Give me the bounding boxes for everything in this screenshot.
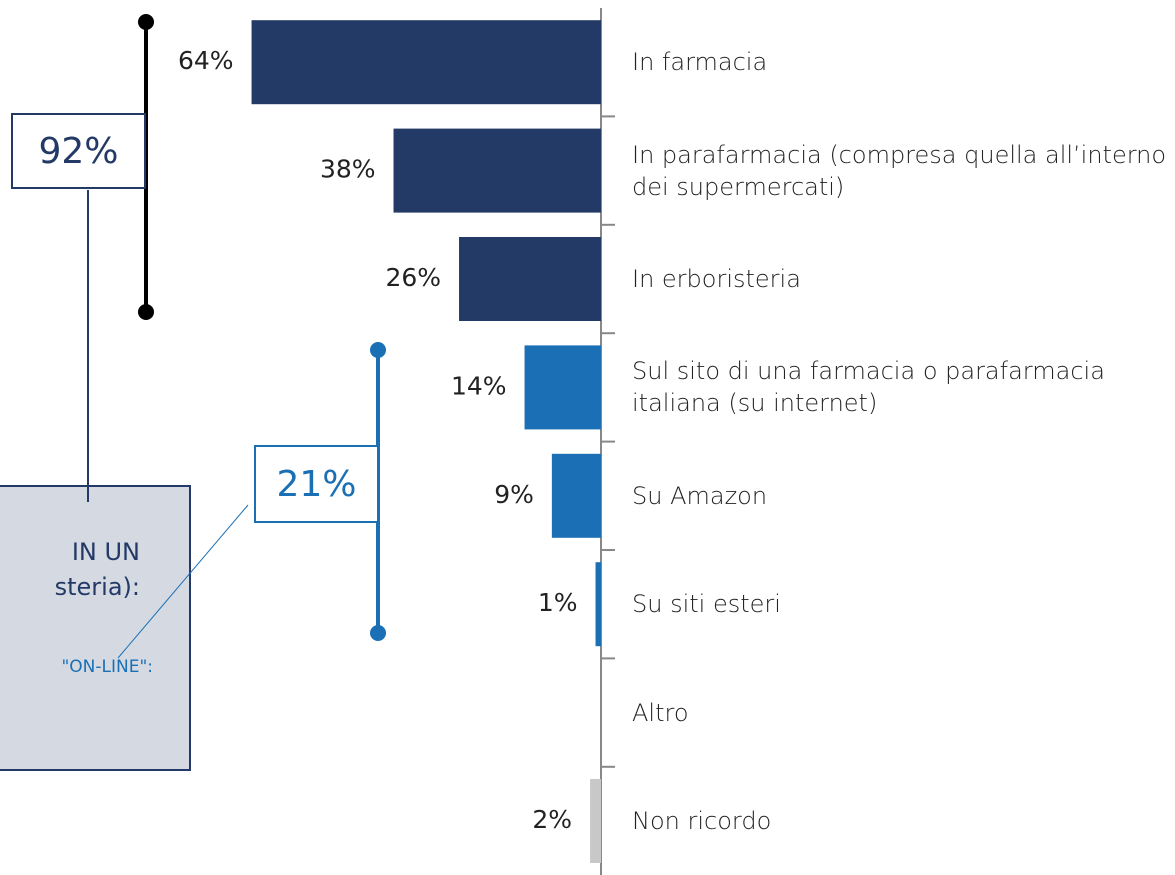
- callout-text: "ON-LINE":: [61, 657, 153, 677]
- category-label: Non ricordo: [632, 807, 772, 835]
- category-label: Su Amazon: [632, 481, 768, 510]
- category-label: Sul sito di una farmacia o parafarmacia …: [632, 357, 1105, 418]
- data-label: 26%: [385, 263, 441, 292]
- bracket-end: [370, 625, 386, 641]
- bar: [551, 453, 601, 538]
- bar: [459, 237, 601, 321]
- data-label: 2%: [532, 805, 572, 834]
- category-label: In parafarmacia (compresa quella all’int…: [632, 140, 1167, 201]
- category-label: Su siti esteri: [632, 590, 781, 619]
- callout-text: IN UN: [72, 538, 140, 566]
- bar: [251, 20, 601, 105]
- bracket-end: [138, 304, 154, 320]
- data-label: 38%: [320, 155, 376, 184]
- bracket-end: [138, 14, 154, 30]
- bracket-end: [370, 342, 386, 358]
- callout-text: steria):: [55, 573, 140, 601]
- bar: [590, 779, 601, 863]
- data-label: 14%: [451, 371, 507, 400]
- connector: [117, 504, 249, 659]
- total-label: 21%: [276, 464, 356, 505]
- category-label: Altro: [632, 698, 689, 727]
- bar: [595, 562, 601, 647]
- data-label: 64%: [178, 46, 234, 75]
- bar: [393, 128, 601, 213]
- category-label: In farmacia: [632, 48, 768, 77]
- total-label: 92%: [38, 131, 118, 172]
- total-box: [11, 113, 146, 189]
- category-label: In erboristeria: [632, 265, 801, 293]
- data-label: 1%: [538, 588, 578, 617]
- total-box: [254, 445, 379, 523]
- callout-box: [0, 485, 191, 771]
- bar: [524, 345, 601, 430]
- data-label: 9%: [494, 480, 534, 509]
